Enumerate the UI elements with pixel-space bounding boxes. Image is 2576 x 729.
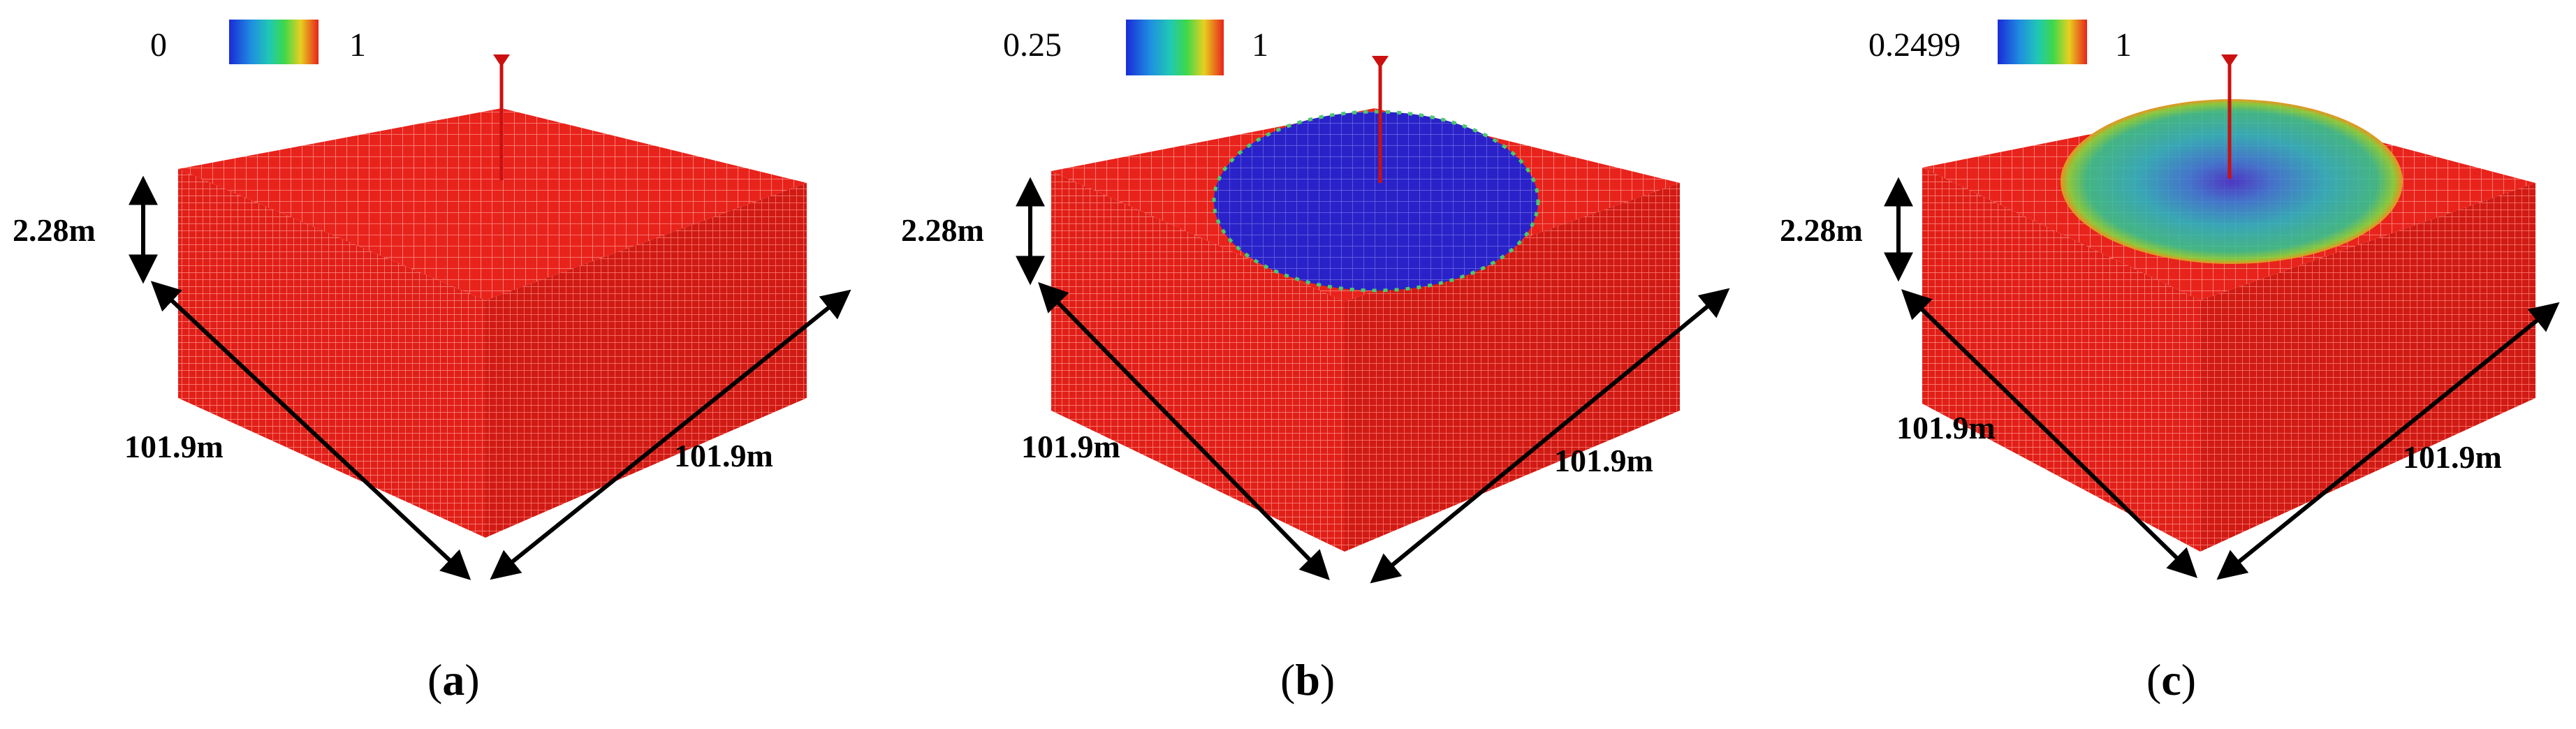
legend-max-label: 1 (2115, 27, 2132, 64)
legend-b: 0.25 1 (1003, 20, 1268, 75)
dimensions-b: 2.28m 101.9m 101.9m (901, 177, 1730, 584)
dimensions-a: 2.28m 101.9m 101.9m (13, 175, 851, 580)
length-left-arrow (1901, 289, 2198, 578)
length-right-arrow (1370, 288, 1730, 584)
legend-a: 0 1 (150, 20, 366, 64)
well-a (493, 54, 510, 180)
well-c (2221, 54, 2238, 179)
legend-min-label: 0 (150, 27, 167, 64)
length-right-label: 101.9m (2403, 439, 2502, 475)
length-left-label: 101.9m (1021, 429, 1120, 464)
length-left-arrow (150, 281, 471, 580)
legend-min-label: 0.2499 (1868, 27, 1961, 64)
well-b (1372, 56, 1389, 183)
well-head (1372, 56, 1389, 68)
legend-colorbar (229, 20, 319, 64)
length-right-arrow (490, 289, 851, 580)
legend-colorbar (1126, 20, 1224, 75)
legend-min-label: 0.25 (1003, 27, 1062, 64)
caption-b: (b) (1280, 655, 1335, 705)
panel-b: 0.25 1 2.28m 101.9m 101.9m (b) (901, 20, 1730, 705)
well-head (493, 54, 510, 67)
length-right-label: 101.9m (1554, 443, 1653, 478)
legend-max-label: 1 (1252, 27, 1268, 64)
panel-a: 0 1 2.28m 101.9m 101.9m (a) (13, 20, 851, 705)
height-label: 2.28m (901, 212, 984, 248)
legend-max-label: 1 (349, 27, 366, 64)
legend-colorbar (1998, 20, 2087, 64)
length-right-arrow (2216, 302, 2560, 580)
height-label: 2.28m (13, 212, 96, 248)
saturation-region (1212, 110, 1540, 293)
dimensions-c: 2.28m 101.9m 101.9m (1780, 177, 2560, 580)
panel-c: 0.2499 1 2.28m 101.9m 101.9m (c) (1780, 20, 2560, 705)
length-left-label: 101.9m (124, 429, 224, 464)
caption-a: (a) (427, 655, 480, 705)
block-b (1051, 108, 1680, 552)
caption-c: (c) (2146, 655, 2196, 705)
length-left-label: 101.9m (1896, 410, 1996, 446)
length-left-arrow (1038, 281, 1330, 581)
block-top-face (178, 108, 807, 300)
saturation-region-grid (2061, 99, 2403, 264)
well-head (2221, 54, 2238, 67)
legend-c: 0.2499 1 (1868, 20, 2132, 64)
height-label: 2.28m (1780, 212, 1863, 248)
length-right-label: 101.9m (674, 438, 773, 473)
